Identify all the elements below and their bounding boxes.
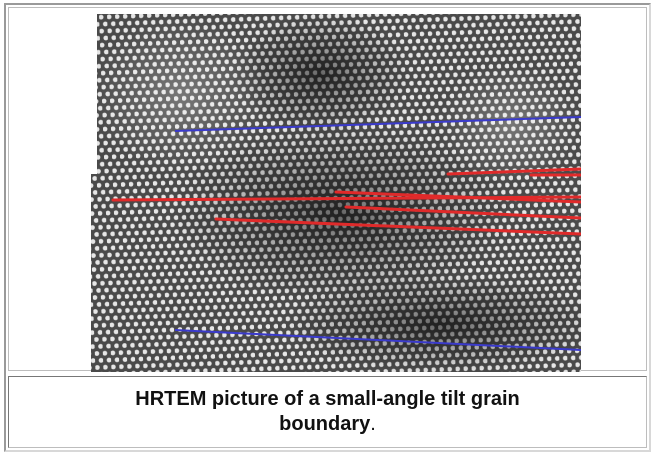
hrtem-image bbox=[91, 14, 581, 372]
caption: HRTEM picture of a small-angle tilt grai… bbox=[93, 387, 563, 437]
caption-cell: HRTEM picture of a small-angle tilt grai… bbox=[8, 376, 647, 448]
figure-frame bbox=[4, 3, 651, 452]
caption-punctuation: . bbox=[370, 413, 376, 435]
caption-text: HRTEM picture of a small-angle tilt grai… bbox=[135, 388, 520, 435]
